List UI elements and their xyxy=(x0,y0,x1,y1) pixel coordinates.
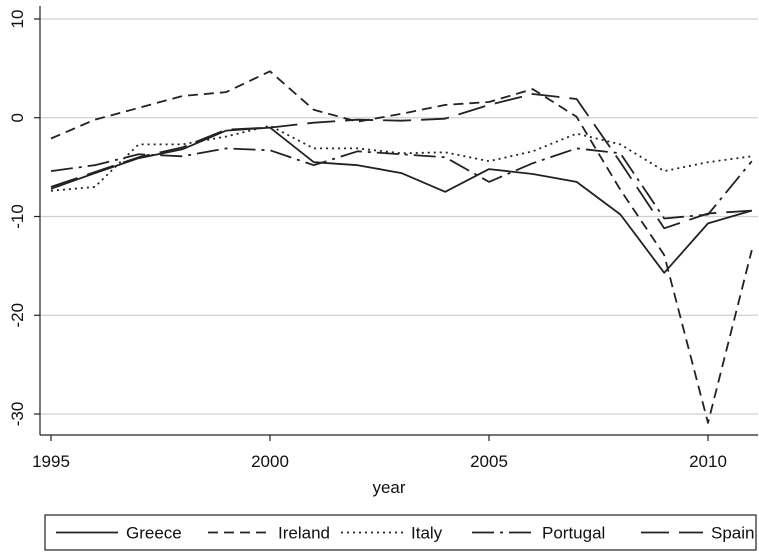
x-axis-title: year xyxy=(372,478,405,497)
legend-label-italy: Italy xyxy=(411,524,443,543)
series-lines xyxy=(50,70,753,424)
legend-box xyxy=(44,514,757,551)
y-tick-label: -10 xyxy=(8,204,27,229)
legend: Greece Ireland Italy Portugal Spain xyxy=(44,514,757,551)
y-tick-label: 0 xyxy=(8,113,27,122)
legend-label-greece: Greece xyxy=(126,524,182,543)
legend-label-spain: Spain xyxy=(711,524,754,543)
x-tick-label: 2000 xyxy=(251,452,289,471)
axes: 10 0 -10 -20 -30 1995 2000 2005 2010 xyxy=(8,6,758,471)
x-tick-label: 2005 xyxy=(470,452,508,471)
legend-label-portugal: Portugal xyxy=(542,524,605,543)
y-tick-label: -30 xyxy=(8,402,27,427)
y-tick-label: -20 xyxy=(8,303,27,328)
series-line-ireland xyxy=(50,70,753,424)
series-line-greece xyxy=(50,126,753,274)
x-tick-label: 2010 xyxy=(689,452,727,471)
legend-label-ireland: Ireland xyxy=(278,524,330,543)
series-line-italy xyxy=(50,124,752,192)
series-line-portugal xyxy=(50,147,753,220)
y-tick-label: 10 xyxy=(8,10,27,29)
x-tick-label: 1995 xyxy=(32,452,70,471)
gridlines xyxy=(40,18,758,415)
series-line-spain xyxy=(50,93,752,230)
